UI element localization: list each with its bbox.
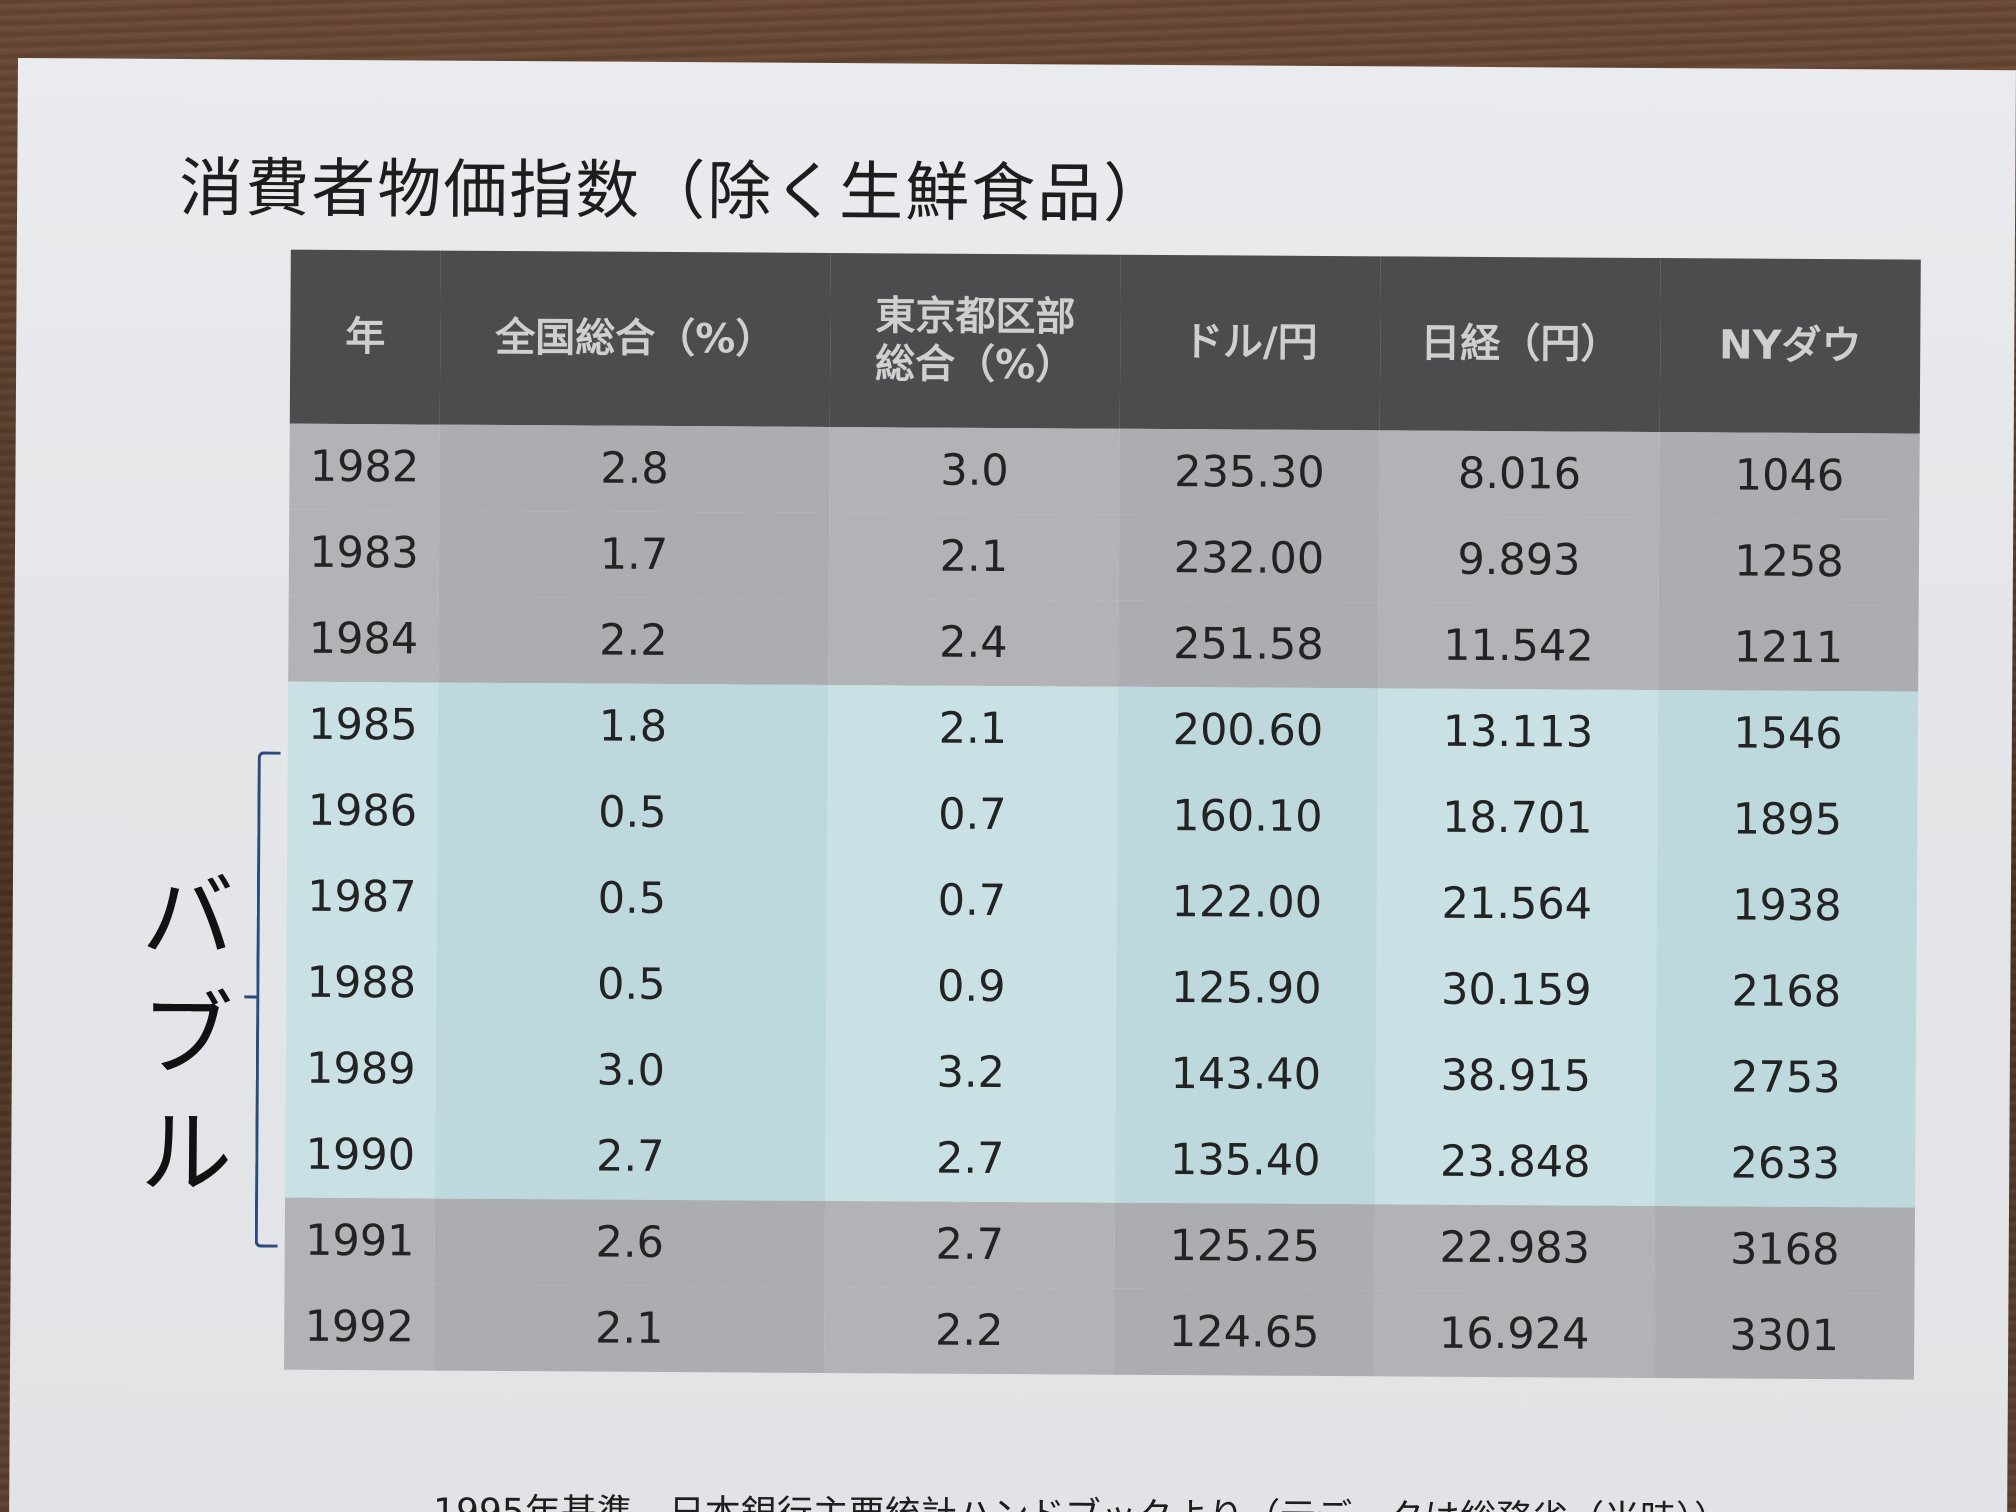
bubble-bracket-tip: [244, 995, 259, 999]
cell-ny-dow: 3301: [1653, 1292, 1915, 1380]
cell-ny-dow: 1895: [1657, 776, 1918, 864]
cell-tokyo-cpi: 2.7: [824, 1200, 1116, 1289]
cell-year: 1984: [288, 595, 439, 683]
cell-year: 1986: [287, 767, 438, 855]
cell-national-cpi: 2.7: [435, 1112, 826, 1201]
cell-national-cpi: 2.6: [434, 1198, 826, 1287]
cell-usd-jpy: 160.10: [1117, 772, 1378, 861]
cell-year: 1983: [288, 509, 440, 597]
cell-year: 1985: [287, 681, 439, 769]
cell-tokyo-cpi: 0.9: [826, 942, 1117, 1031]
bubble-period-bracket: [254, 751, 281, 1248]
cell-nikkei: 38.915: [1375, 1032, 1657, 1121]
table-row: 1987 0.5 0.7 122.00 21.564 1938: [286, 853, 1918, 950]
cell-national-cpi: 2.2: [438, 596, 829, 685]
cell-tokyo-cpi: 0.7: [827, 770, 1118, 859]
table-row: 1988 0.5 0.9 125.90 30.159 2168: [286, 939, 1917, 1036]
source-footnote: 1995年基準 日本銀行主要統計ハンドブックより（元データは総務省（当時））: [433, 1483, 1730, 1512]
header-national-cpi: 全国総合（%）: [439, 250, 831, 427]
cell-nikkei: 21.564: [1376, 860, 1658, 949]
cell-national-cpi: 2.8: [439, 424, 830, 513]
cell-tokyo-cpi: 2.2: [823, 1286, 1115, 1375]
cell-usd-jpy: 143.40: [1115, 1030, 1377, 1119]
cell-national-cpi: 1.7: [438, 510, 830, 599]
cell-tokyo-cpi: 0.7: [826, 856, 1118, 945]
cell-nikkei: 22.983: [1374, 1204, 1656, 1293]
cell-nikkei: 30.159: [1376, 946, 1657, 1035]
cell-usd-jpy: 122.00: [1116, 858, 1378, 947]
cell-ny-dow: 1938: [1656, 862, 1918, 950]
table-row: 1985 1.8 2.1 200.60 13.113 1546: [287, 681, 1919, 778]
cell-ny-dow: 1546: [1657, 690, 1919, 778]
header-usd-jpy: ドル/円: [1119, 254, 1381, 431]
cell-ny-dow: 2168: [1656, 948, 1917, 1036]
cell-nikkei: 11.542: [1378, 602, 1659, 691]
cell-national-cpi: 2.1: [433, 1284, 825, 1373]
printed-slide-paper: 消費者物価指数（除く生鮮食品） 年全国総合（%） 東京都区部 総合（%） ドル/円 日経…: [9, 58, 2016, 1512]
cell-tokyo-cpi: 3.2: [825, 1028, 1117, 1117]
bubble-annotation-char: バ: [141, 863, 235, 972]
cell-year: 1982: [289, 423, 440, 511]
cell-tokyo-cpi: 2.7: [825, 1114, 1116, 1203]
cell-usd-jpy: 135.40: [1115, 1116, 1376, 1205]
cell-ny-dow: 2633: [1655, 1120, 1916, 1208]
table-row: 1991 2.6 2.7 125.25 22.983 3168: [284, 1197, 1916, 1294]
header-ny-dow: NYダウ: [1659, 258, 1921, 434]
table-header-row: 年全国総合（%） 東京都区部 総合（%） ドル/円 日経（円） NYダウ: [289, 249, 1921, 434]
header-tokyo-cpi: 東京都区部 総合（%）: [829, 252, 1121, 429]
cell-year: 1989: [285, 1025, 437, 1113]
cell-nikkei: 8.016: [1379, 430, 1660, 519]
cell-tokyo-cpi: 2.1: [827, 684, 1119, 773]
slide-title: 消費者物価指数（除く生鮮食品）: [178, 151, 1170, 233]
header-nikkei: 日経（円）: [1379, 256, 1661, 433]
cell-usd-jpy: 124.65: [1113, 1288, 1375, 1377]
cell-year: 1992: [283, 1283, 435, 1371]
table-row: 1982 2.8 3.0 235.30 8.016 1046: [289, 423, 1920, 520]
cell-tokyo-cpi: 3.0: [829, 426, 1120, 515]
table-row: 1986 0.5 0.7 160.10 18.701 1895: [287, 767, 1918, 864]
table-row: 1983 1.7 2.1 232.00 9.893 1258: [288, 509, 1920, 606]
table-row: 1990 2.7 2.7 135.40 23.848 2633: [285, 1111, 1916, 1208]
cell-usd-jpy: 235.30: [1119, 428, 1380, 517]
cell-national-cpi: 0.5: [436, 854, 828, 943]
table-header: 年全国総合（%） 東京都区部 総合（%） ドル/円 日経（円） NYダウ: [289, 249, 1921, 434]
table-body: 1982 2.8 3.0 235.30 8.016 1046 1983 1.7 2.1 232.0…: [283, 423, 1920, 1380]
cell-national-cpi: 0.5: [437, 768, 828, 857]
cell-ny-dow: 1046: [1659, 432, 1920, 520]
cell-ny-dow: 1211: [1658, 604, 1919, 692]
bubble-annotation-char: ル: [139, 1099, 233, 1208]
cell-nikkei: 16.924: [1373, 1290, 1655, 1379]
cell-national-cpi: 1.8: [437, 682, 829, 771]
table-row: 1989 3.0 3.2 143.40 38.915 2753: [285, 1025, 1917, 1122]
bubble-annotation: バブル: [131, 859, 243, 1214]
cell-usd-jpy: 125.25: [1114, 1202, 1376, 1291]
bubble-annotation-char: ブ: [140, 981, 234, 1090]
cell-usd-jpy: 232.00: [1118, 514, 1380, 603]
cell-tokyo-cpi: 2.1: [828, 512, 1120, 601]
cell-tokyo-cpi: 2.4: [828, 598, 1119, 687]
cell-nikkei: 13.113: [1377, 688, 1659, 777]
cell-ny-dow: 1258: [1658, 518, 1920, 606]
cell-year: 1987: [286, 853, 438, 941]
cell-usd-jpy: 251.58: [1118, 600, 1379, 689]
cell-national-cpi: 0.5: [436, 940, 827, 1029]
table-row: 1984 2.2 2.4 251.58 11.542 1211: [288, 595, 1919, 692]
cell-ny-dow: 2753: [1655, 1034, 1917, 1122]
cell-national-cpi: 3.0: [435, 1026, 827, 1115]
cpi-table: 年全国総合（%） 東京都区部 総合（%） ドル/円 日経（円） NYダウ 1982 2.8 3…: [283, 249, 1921, 1380]
cell-ny-dow: 3168: [1654, 1206, 1916, 1294]
cell-year: 1991: [284, 1197, 436, 1285]
cell-usd-jpy: 200.60: [1117, 686, 1379, 775]
table-row: 1992 2.1 2.2 124.65 16.924 3301: [283, 1283, 1915, 1380]
cell-usd-jpy: 125.90: [1116, 944, 1377, 1033]
cell-nikkei: 23.848: [1375, 1118, 1656, 1207]
cell-nikkei: 18.701: [1377, 774, 1658, 863]
cell-year: 1990: [285, 1111, 436, 1199]
header-year: 年: [289, 249, 441, 425]
cell-nikkei: 9.893: [1378, 516, 1660, 605]
cell-year: 1988: [286, 939, 437, 1027]
